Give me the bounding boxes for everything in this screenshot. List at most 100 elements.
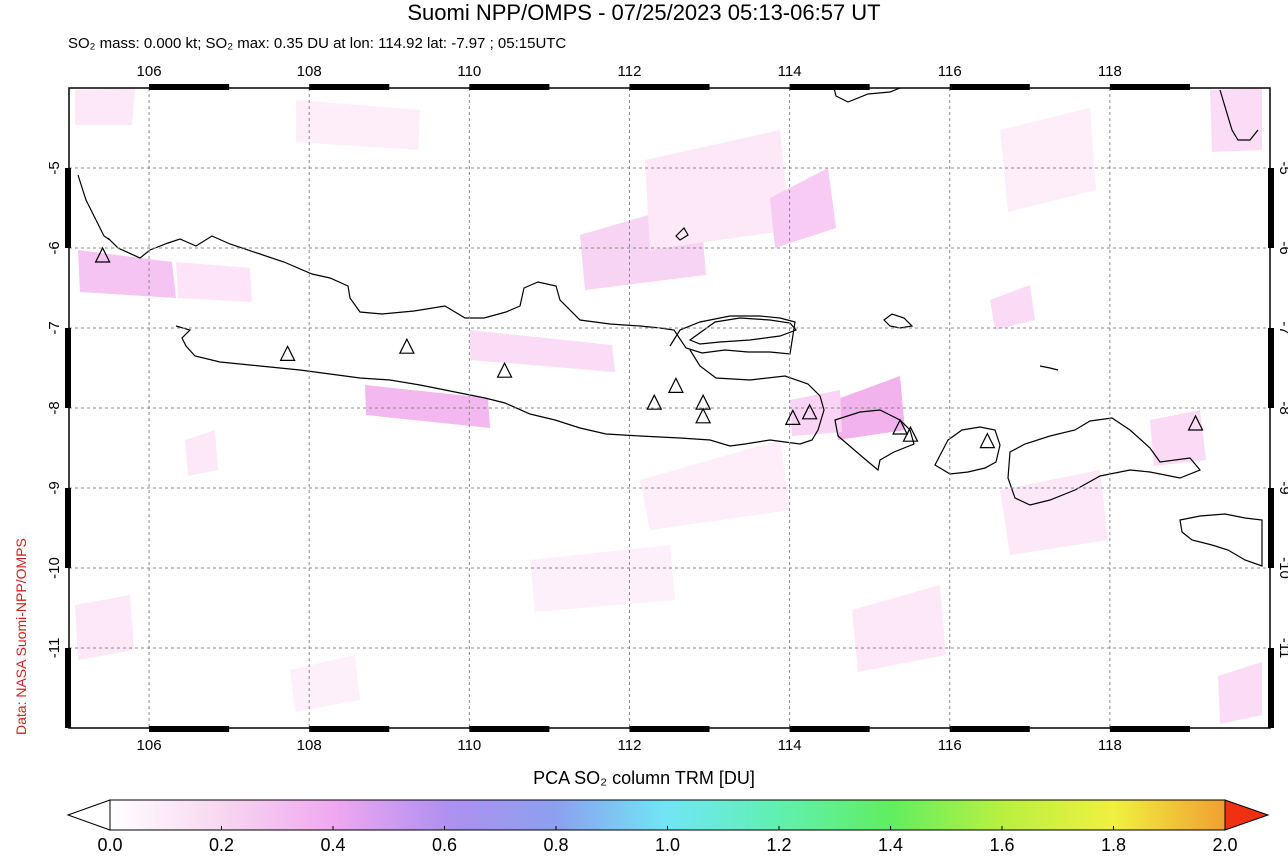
nusa-penida-islet [1039,365,1059,371]
colorbar-low-triangle [66,799,111,831]
lat-tick-label-right: -11 [1276,638,1288,659]
so2-pixel [75,88,135,125]
lat-tick-label-left: -10 [46,557,63,579]
lat-tick-label-right: -10 [1276,557,1288,579]
so2-pixel [1000,108,1096,212]
lon-tick-label-top: 112 [618,63,642,80]
lat-tick-label-right: -8 [1276,401,1288,414]
volcano-marker [1187,414,1204,431]
lon-tick-label-bottom: 112 [618,737,642,754]
volcano-marker [496,361,513,378]
volcano-marker [695,407,712,424]
lat-tick-label-left: -11 [46,638,63,659]
frame-bar-left [65,168,71,248]
so2-pixel [1000,470,1108,555]
frame-bars [65,84,1274,732]
frame-bar-bottom [789,726,870,732]
sumba-island [1179,513,1263,567]
lon-tick-label-bottom: 114 [778,737,802,754]
so2-pixel [75,595,134,660]
sumbawa-island [1007,417,1201,506]
colorbar-tick-label: 2.0 [1212,835,1238,855]
lon-tick-label-top: 106 [137,63,162,80]
colorbar-tick-label: 1.8 [1100,835,1127,855]
sulawesi-coast [1219,89,1259,141]
lat-tick-label-right: -6 [1276,241,1288,254]
frame-bar-right [1268,168,1274,248]
lon-tick-label-top: 110 [457,63,481,80]
frame-bar-bottom [949,726,1030,732]
so2-pixel [530,545,675,612]
colorbar [66,799,1270,831]
java-south-coast [175,325,825,447]
frame-bar-top [949,84,1030,90]
volcano-marker [646,393,663,410]
lat-tick-label-right: -9 [1276,481,1288,494]
volcano-marker [784,409,801,425]
lon-tick-label-bottom: 110 [457,737,481,754]
colorbar-tick-label: 0.0 [97,835,123,855]
frame-bar-bottom [469,726,550,732]
so2-pixel [1210,88,1262,152]
map-title: Suomi NPP/OMPS - 07/25/2023 05:13-06:57 … [407,0,881,25]
so2-pixel [645,130,790,250]
lombok-island [934,426,1001,475]
map-subtitle: SO₂ mass: 0.000 kt; SO₂ max: 0.35 DU at … [68,35,567,52]
lon-tick-label-bottom: 116 [938,737,962,754]
volcano-marker [902,425,919,442]
lon-tick-label-top: 114 [778,63,802,80]
lat-tick-label-left: -8 [46,401,63,414]
frame-bar-top [149,84,230,90]
volcano-marker [667,377,684,393]
frame-bar-top [469,84,550,90]
so2-pixel [852,585,946,672]
volcano-marker [979,432,996,449]
colorbar-high-triangle [1224,799,1270,831]
colorbar-tick-label: 0.8 [543,835,569,855]
frame-bar-bottom [1109,726,1190,732]
lat-tick-label-left: -6 [46,241,63,254]
volcano-marker [398,337,415,354]
axis-labels: 106 106 108 108 110 110 112 112 114 114 116 116 118 1… [46,63,1288,754]
colorbar-tick-label: 1.6 [989,835,1015,855]
so2-pixel [290,655,360,712]
so2-pixel-layer [75,88,1262,724]
so2-pixel [185,430,218,476]
colorbar-tick-label: 1.4 [877,835,904,855]
volcano-markers [94,246,1204,449]
colorbar-tick-label: 1.0 [654,835,681,855]
lat-tick-label-right: -5 [1276,161,1288,174]
lat-tick-label-right: -7 [1276,321,1288,334]
lat-tick-label-left: -5 [46,161,63,174]
frame-bar-top [629,84,710,90]
colorbar-gradient [109,799,1226,831]
frame-bar-right [1268,488,1274,568]
madura-island [688,317,798,345]
so2-pixel [790,390,842,436]
so2-pixel [770,168,836,248]
lat-tick-label-left: -7 [46,321,63,334]
borneo-coast [833,88,901,103]
so2-pixel [176,262,252,302]
frame-bar-bottom [309,726,390,732]
frame-bar-top [1109,84,1190,90]
colorbar-tick-label: 1.2 [766,835,792,855]
frame-bar-left [65,328,71,408]
volcano-marker [695,393,712,410]
lon-tick-label-bottom: 106 [137,737,162,754]
so2-pixel [990,285,1035,330]
karimunjawa-islet [675,227,689,241]
bawean-islet [883,313,914,329]
bali-island [834,409,915,472]
so2-pixel [1150,410,1206,466]
coastlines [77,88,1263,567]
frame-bar-top [309,84,390,90]
lon-tick-label-top: 116 [938,63,962,80]
sumatra-coast [77,174,111,241]
lon-tick-label-bottom: 118 [1098,737,1122,754]
colorbar-tick-label: 0.2 [208,835,235,855]
grid [69,88,1270,728]
lon-tick-label-top: 108 [297,63,322,80]
colorbar-tick-label: 0.4 [320,835,346,855]
